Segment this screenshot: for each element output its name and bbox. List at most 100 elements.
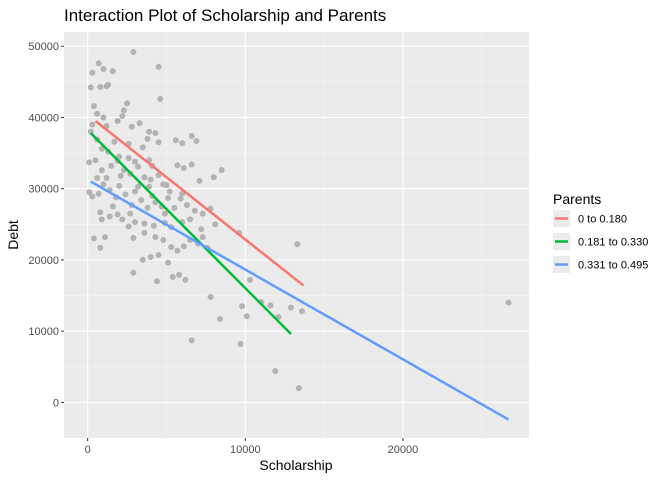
data-point [147,254,154,261]
scatter-points [86,48,512,392]
data-point [155,63,162,70]
data-point [86,189,93,196]
data-point [150,222,157,229]
data-point [100,114,107,121]
data-point [165,194,172,201]
data-point [98,167,105,174]
data-point [100,181,107,188]
data-point [174,162,181,169]
data-point [130,269,137,276]
data-point [92,157,99,164]
data-point [89,193,96,200]
data-point [146,128,153,135]
y-tick-label: 40000 [28,112,59,124]
fit-line [94,120,305,287]
data-point [180,165,187,172]
data-point [239,303,246,310]
data-point [161,210,168,217]
data-point [287,304,294,311]
data-point [131,158,138,165]
x-axis-ticks: 0 10000 20000 [85,438,418,456]
x-tick-label: 10000 [230,444,261,456]
fit-lines [89,120,510,421]
data-point [199,210,206,217]
data-point [89,121,96,128]
data-point [94,175,101,182]
data-point [131,219,138,226]
data-point [157,95,164,102]
data-point [95,60,102,67]
data-point [128,123,135,130]
fit-line [90,180,510,421]
data-point [141,220,148,227]
data-point [117,172,124,179]
data-point [243,313,250,320]
data-point [146,183,153,190]
data-point [193,137,200,144]
data-point [272,368,279,375]
data-point [141,174,148,181]
data-point [182,276,189,283]
y-tick-label: 30000 [28,184,59,196]
plot-panel [64,32,529,438]
data-point [94,110,101,117]
data-point [127,210,134,217]
data-point [210,174,217,181]
data-point [106,213,113,220]
data-point [169,274,176,281]
data-point [144,204,151,211]
data-point [125,155,132,162]
data-point [168,244,175,251]
data-point [105,81,112,88]
x-tick-label: 0 [85,444,91,456]
data-point [147,176,154,183]
data-point [177,195,184,202]
data-point [155,139,162,146]
data-point [218,167,225,174]
data-point [116,182,123,189]
data-point [174,247,181,254]
data-point [130,48,137,55]
chart-title: Interaction Plot of Scholarship and Pare… [64,6,386,25]
data-point [183,202,190,209]
data-point [95,190,102,197]
data-point [247,276,253,283]
legend-title: Parents [553,191,601,207]
data-point [207,293,214,300]
data-point [188,132,195,139]
data-point [131,188,138,195]
legend-label: 0.331 to 0.495 [578,260,648,272]
legend: Parents 0 to 0.180 0.181 to 0.330 0.331 to… [553,191,648,273]
data-point [124,100,131,107]
data-point [217,316,224,323]
y-axis-ticks: 0 10000 20000 30000 40000 50000 [28,41,64,409]
data-point [212,221,219,228]
data-point [139,256,146,263]
data-point [135,163,142,170]
data-point [139,144,146,151]
data-point [138,197,145,204]
fit-line [89,132,292,335]
data-point [90,103,97,110]
data-point [172,137,179,144]
grid-major [64,32,529,438]
data-point [90,235,97,242]
y-tick-label: 20000 [28,255,59,267]
data-point [97,83,104,90]
data-point [166,188,173,195]
data-point [237,340,244,347]
data-point [89,69,96,76]
data-point [171,204,178,211]
data-point [135,183,142,190]
data-point [176,271,183,278]
data-point [198,226,205,233]
data-point [165,259,172,266]
x-axis-title: Scholarship [259,457,332,473]
data-point [160,236,167,243]
data-point [191,207,198,214]
data-point [267,302,274,309]
y-tick-label: 0 [53,397,59,409]
data-point [199,234,206,241]
data-point [295,385,302,392]
